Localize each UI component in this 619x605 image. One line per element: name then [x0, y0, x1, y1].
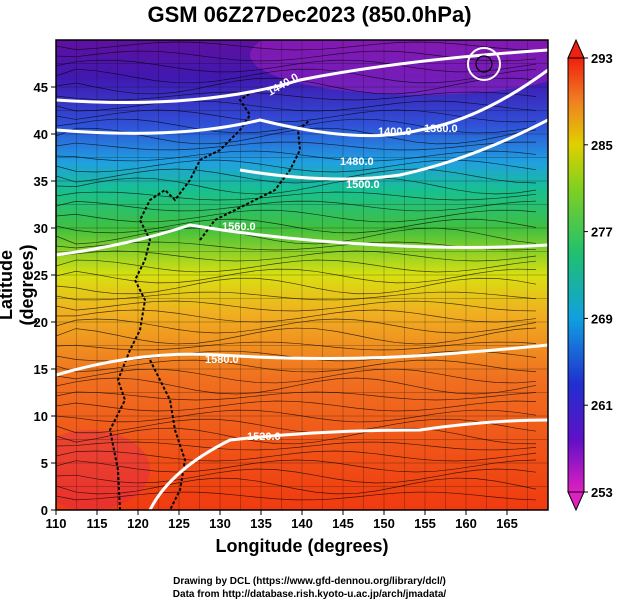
contour-label: 1360.0 [424, 123, 458, 135]
streamline [56, 491, 537, 501]
colorbar-ticks: 253 261 269 277 285 293 [584, 51, 613, 500]
streamline [56, 200, 537, 212]
x-tick-label: 130 [209, 516, 231, 531]
y-tick-label: 45 [34, 80, 48, 95]
contour-label: 1580.0 [205, 354, 239, 366]
contour-line [56, 48, 548, 104]
contour-label: 1480.0 [340, 156, 374, 168]
y-tick-label: 15 [34, 362, 48, 377]
x-tick-label: 140 [291, 516, 313, 531]
x-axis-ticks: 110 115 120 125 130 135 140 145 150 155 160 165 [46, 510, 518, 531]
colorbar-tick-label: 261 [591, 398, 613, 413]
x-tick-label: 135 [250, 516, 272, 531]
x-tick-label: 110 [46, 516, 67, 531]
streamline [56, 368, 537, 384]
streamline [56, 400, 537, 412]
streamline [56, 477, 537, 495]
x-tick-label: 150 [373, 516, 395, 531]
streamline [56, 141, 537, 151]
streamline [56, 459, 537, 473]
figure-title: GSM 06Z27Dec2023 (850.0hPa) [147, 2, 472, 27]
colorbar [567, 57, 585, 493]
y-tick-label: 0 [41, 503, 48, 518]
streamline [56, 41, 537, 51]
streamline [56, 377, 537, 395]
colorbar-tick-label: 277 [591, 225, 613, 240]
streamline [56, 227, 537, 245]
y-axis-ticks: 0 5 10 15 20 25 30 35 40 45 [34, 80, 56, 518]
x-tick-label: 145 [332, 516, 354, 531]
cyclone-vortex-inner [475, 55, 493, 73]
contour-line [239, 118, 548, 181]
streamline [56, 91, 537, 101]
streamline [56, 409, 537, 423]
contour-line [56, 223, 548, 257]
contour-line [56, 68, 548, 138]
streamline [56, 468, 537, 484]
streamline [56, 250, 537, 262]
streamline [56, 427, 537, 445]
colorbar-tick-label: 293 [591, 51, 613, 66]
warm-patch [56, 430, 150, 510]
streamline [56, 168, 537, 184]
credit-line-1: Drawing by DCL (https://www.gfd-dennou.o… [173, 576, 446, 587]
colorbar-tick-label: 285 [591, 138, 613, 153]
y-tick-label: 30 [34, 221, 48, 236]
streamline [56, 318, 537, 334]
x-tick-label: 125 [168, 516, 190, 531]
contour-label: 1500.0 [346, 179, 380, 191]
streamline [56, 259, 537, 273]
credit-line-2: Data from http://database.rish.kyoto-u.a… [172, 589, 447, 600]
x-tick-label: 155 [414, 516, 436, 531]
colorbar-tick-label: 253 [591, 485, 613, 500]
streamline [56, 341, 537, 351]
contour-label: 1520.0 [247, 431, 281, 443]
streamline [56, 150, 537, 162]
x-tick-label: 160 [455, 516, 477, 531]
streamline [56, 309, 537, 323]
streamline [56, 177, 537, 195]
streamline [56, 291, 537, 301]
y-tick-label: 10 [34, 409, 48, 424]
streamline [56, 450, 537, 462]
contour-label: 1560.0 [222, 221, 256, 233]
streamline [56, 191, 537, 201]
streamline [56, 418, 537, 434]
contour-label: 1400.0 [378, 126, 412, 138]
x-axis-label: Longitude (degrees) [215, 536, 389, 556]
streamline [56, 391, 537, 401]
y-tick-label: 25 [34, 268, 48, 283]
streamline [56, 68, 537, 84]
coastline-japan [199, 119, 311, 241]
streamline [56, 218, 537, 234]
streamline [56, 100, 537, 112]
y-tick-label: 35 [34, 174, 48, 189]
y-axis-label: Latitude (degrees) [0, 244, 37, 326]
colorbar-tick-label: 269 [591, 311, 613, 326]
streamline [56, 59, 537, 73]
y-tick-label: 5 [41, 456, 48, 471]
cyclone-vortex [467, 47, 501, 81]
colorbar-top-arrow [567, 38, 585, 59]
coastline-asia [108, 89, 256, 510]
grid [56, 40, 548, 510]
streamline [56, 359, 537, 373]
x-tick-label: 165 [496, 516, 518, 531]
y-tick-label: 20 [34, 315, 48, 330]
streamline [56, 209, 537, 223]
colorbar-bottom-arrow [567, 491, 585, 512]
x-tick-label: 120 [127, 516, 149, 531]
streamline [56, 300, 537, 312]
streamline [56, 277, 537, 295]
contour-line [56, 343, 548, 377]
coastline-philippines [149, 359, 187, 510]
x-tick-label: 115 [87, 516, 108, 531]
contour-line [148, 418, 548, 510]
y-tick-label: 40 [34, 127, 48, 142]
streamline [56, 109, 537, 123]
streamline [56, 441, 537, 451]
